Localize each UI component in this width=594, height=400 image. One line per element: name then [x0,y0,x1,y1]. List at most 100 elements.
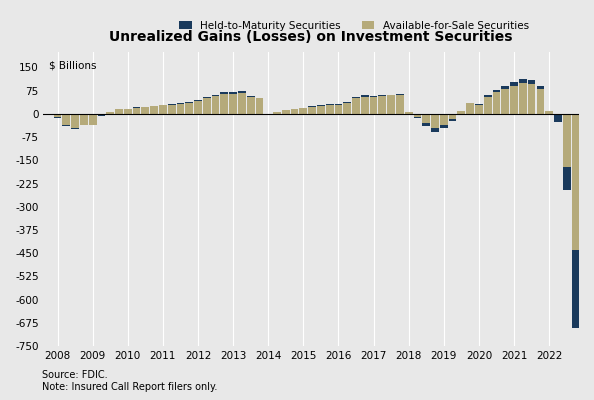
Bar [159,105,167,114]
Bar [334,105,342,114]
Bar [545,111,553,114]
Bar [571,250,579,328]
Bar [475,104,483,105]
Bar [361,95,369,97]
Bar [203,97,211,98]
Bar [501,89,509,114]
Bar [369,96,377,97]
Bar [510,82,518,86]
Bar [571,114,579,250]
Bar [343,103,351,114]
Bar [317,105,325,106]
Bar [141,107,149,114]
Bar [501,86,509,89]
Bar [352,97,360,98]
Bar [396,94,404,95]
Bar [62,114,70,125]
Bar [124,109,132,114]
Bar [194,100,202,101]
Bar [554,116,562,122]
Bar [308,107,316,114]
Bar [229,92,237,94]
Bar [326,104,334,105]
Bar [247,97,255,114]
Bar [238,93,246,114]
Bar [422,114,430,123]
Bar [176,103,184,104]
Bar [536,89,544,114]
Bar [457,111,465,114]
Bar [97,114,105,116]
Bar [563,114,571,166]
Bar [545,114,553,116]
Bar [431,128,439,132]
Bar [185,102,193,103]
Bar [378,96,386,114]
Bar [299,108,307,114]
Bar [71,128,79,129]
Bar [80,114,88,125]
Bar [326,105,334,114]
Bar [150,106,158,114]
Bar [132,108,140,114]
Bar [352,98,360,114]
Legend: Held-to-Maturity Securities, Available-for-Sale Securities: Held-to-Maturity Securities, Available-f… [175,17,533,35]
Bar [563,166,571,190]
Bar [492,92,500,114]
Bar [290,109,298,114]
Bar [431,114,439,128]
Bar [484,95,492,97]
Bar [492,90,500,92]
Text: Source: FDIC.
Note: Insured Call Report filers only.: Source: FDIC. Note: Insured Call Report … [42,370,217,392]
Bar [396,95,404,114]
Bar [185,103,193,114]
Bar [440,114,448,125]
Bar [519,78,527,83]
Bar [229,94,237,114]
Text: $ Billions: $ Billions [49,61,96,71]
Bar [519,83,527,114]
Bar [387,95,395,114]
Bar [413,117,421,118]
Bar [89,114,96,125]
Bar [422,123,430,126]
Bar [369,97,377,114]
Bar [211,95,219,96]
Bar [176,104,184,114]
Bar [53,117,61,118]
Bar [53,114,61,117]
Bar [317,106,325,114]
Bar [448,114,456,118]
Bar [378,95,386,96]
Bar [308,106,316,107]
Bar [413,114,421,117]
Bar [203,98,211,114]
Bar [405,112,413,114]
Bar [168,105,175,114]
Bar [334,104,342,105]
Bar [264,114,272,116]
Bar [211,96,219,114]
Bar [168,104,175,105]
Bar [247,96,255,97]
Bar [554,114,562,116]
Bar [106,112,114,114]
Bar [527,80,535,84]
Bar [448,118,456,121]
Bar [536,86,544,89]
Bar [343,102,351,103]
Bar [475,105,483,114]
Bar [220,94,228,114]
Bar [255,98,263,114]
Bar [510,86,518,114]
Bar [220,92,228,94]
Bar [194,101,202,114]
Bar [115,109,123,114]
Bar [457,114,465,116]
Bar [71,114,79,128]
Bar [361,97,369,114]
Bar [282,110,290,114]
Bar [527,84,535,114]
Bar [484,97,492,114]
Title: Unrealized Gains (Losses) on Investment Securities: Unrealized Gains (Losses) on Investment … [109,30,513,44]
